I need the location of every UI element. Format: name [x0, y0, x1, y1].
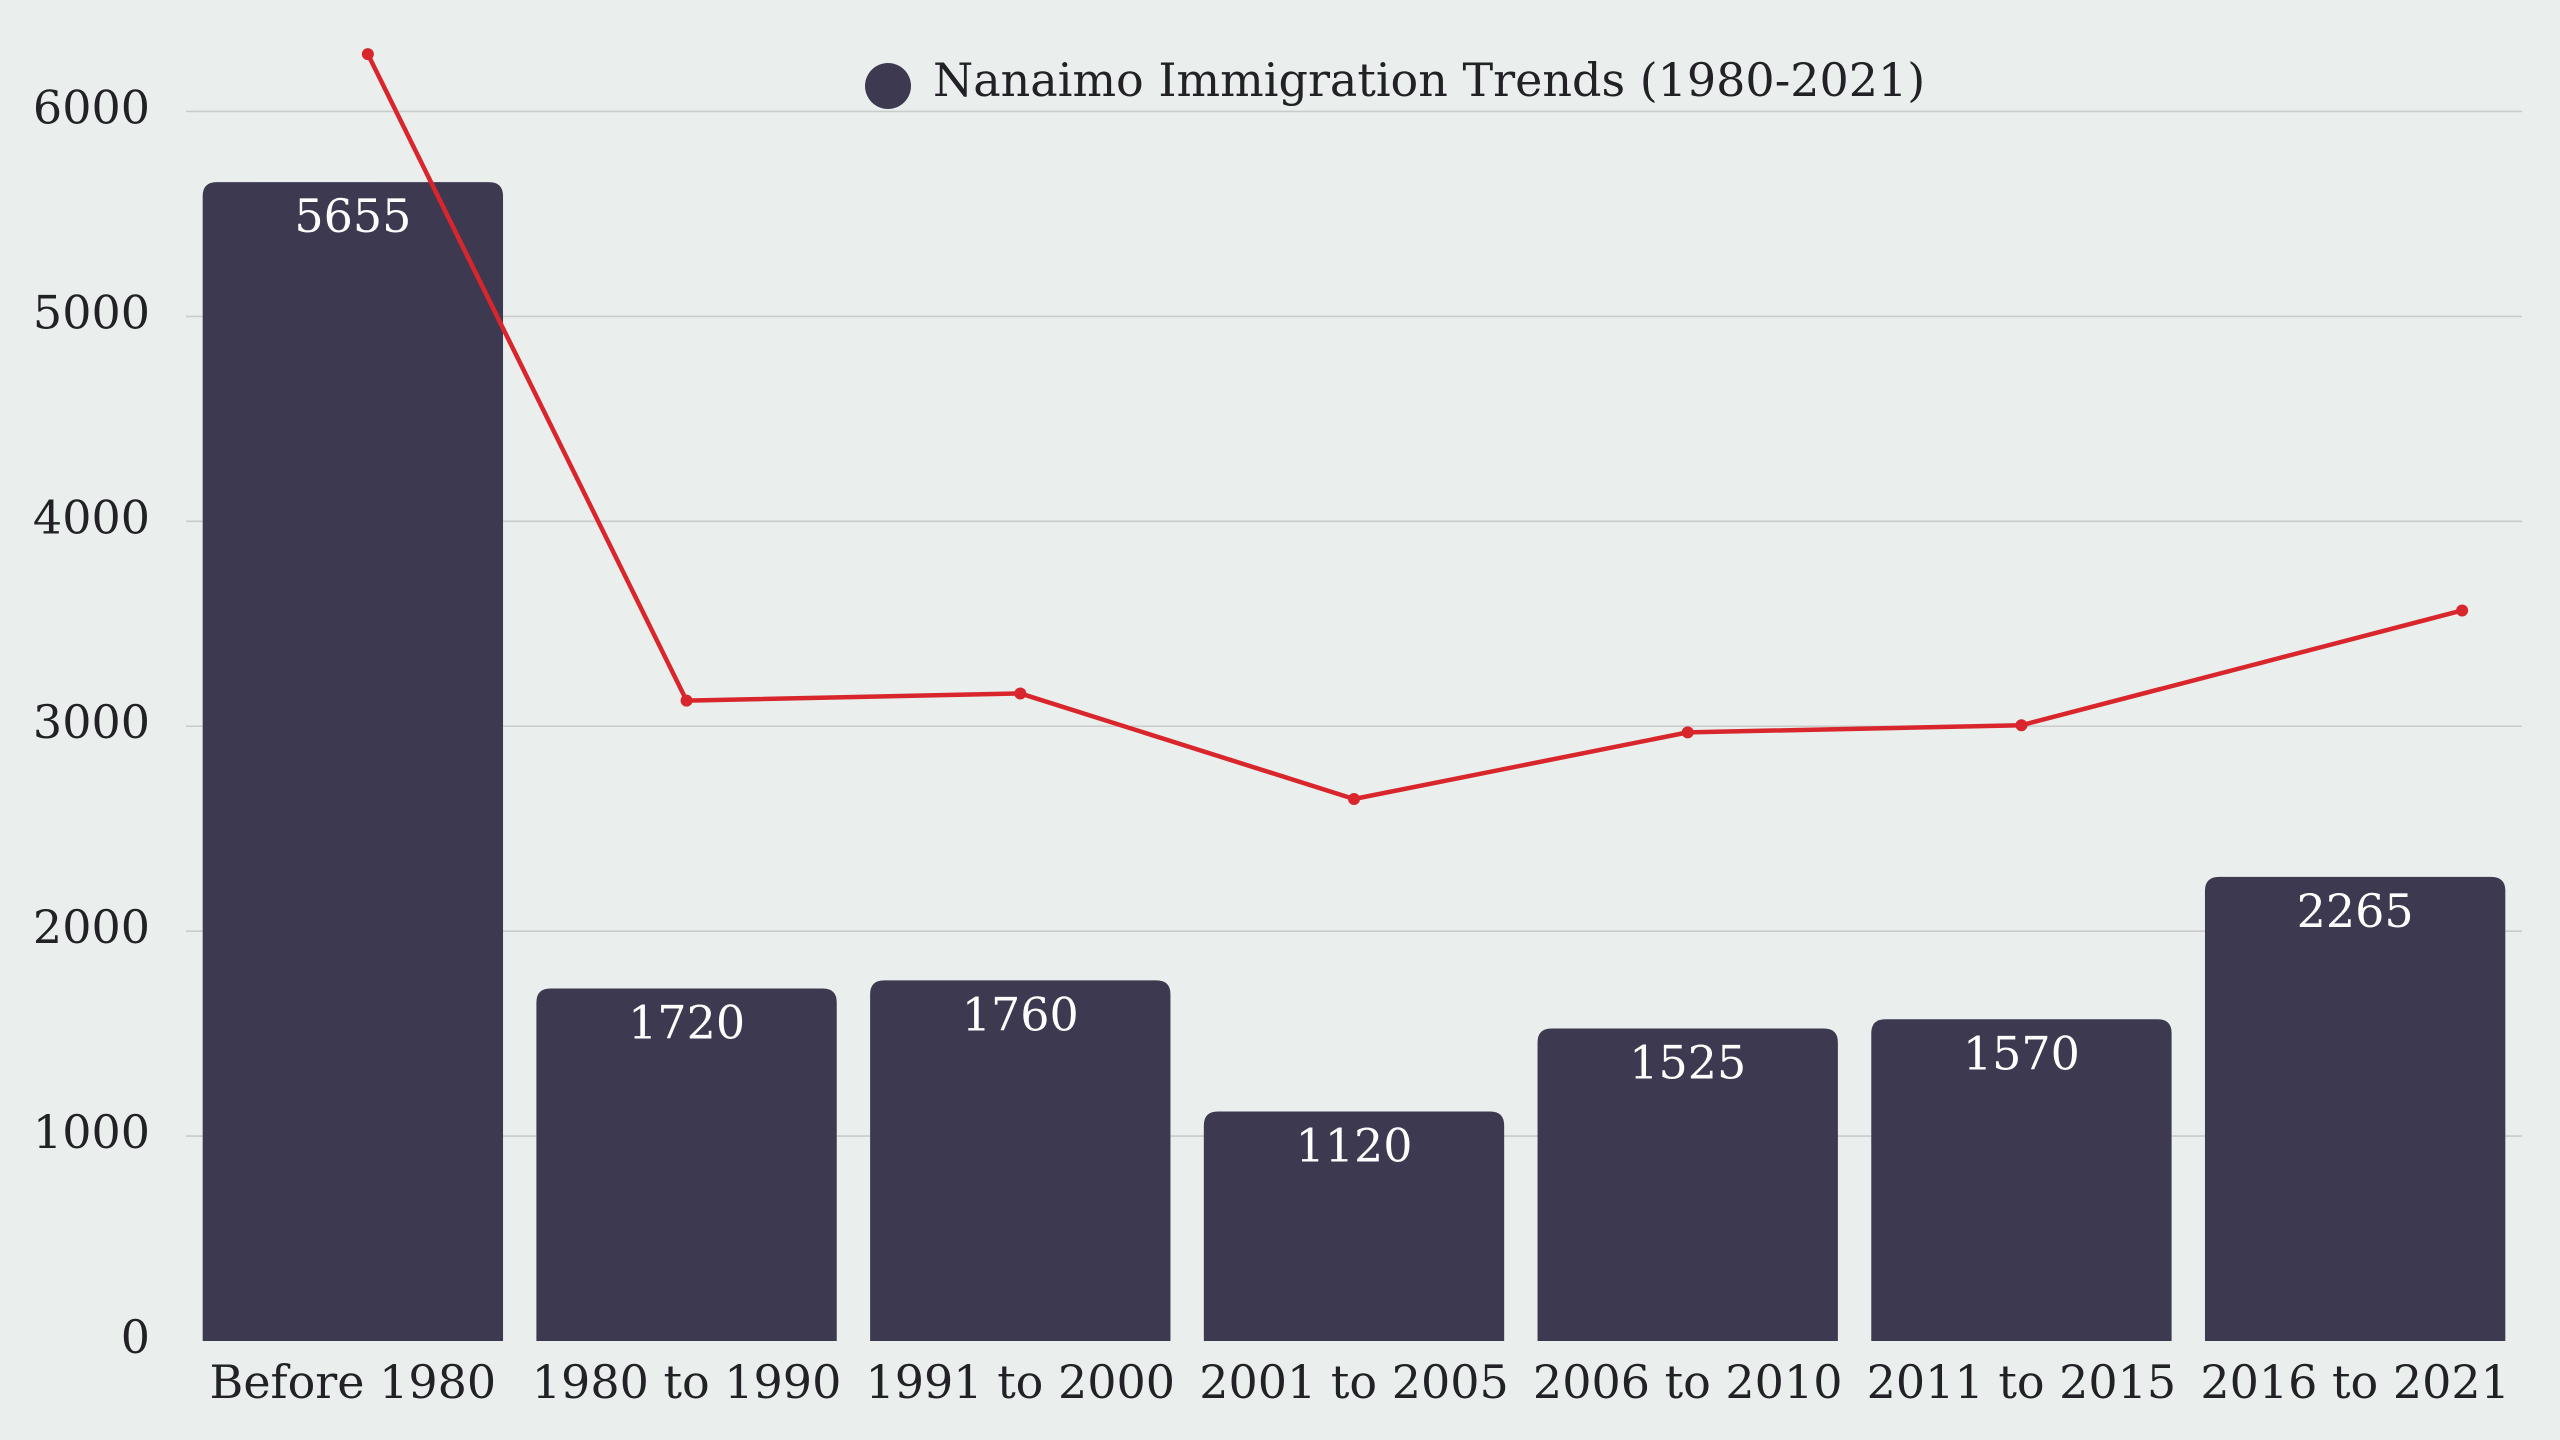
trend-point — [1014, 687, 1027, 700]
legend-label: Nanaimo Immigration Trends (1980-2021) — [933, 53, 1925, 107]
trend-point — [2456, 604, 2469, 617]
bar — [870, 980, 1171, 1341]
x-tick-label: 2001 to 2005 — [1199, 1355, 1509, 1409]
bar — [536, 988, 837, 1341]
x-tick-label: 2006 to 2010 — [1533, 1355, 1843, 1409]
trend-point — [1348, 792, 1360, 805]
bar-value-label: 1760 — [962, 987, 1079, 1041]
trend-point — [361, 48, 374, 61]
bar-value-label: 5655 — [294, 189, 411, 243]
y-tick-label: 6000 — [33, 80, 150, 134]
bar — [1871, 1019, 2172, 1341]
bar — [1537, 1028, 1838, 1341]
bar-value-label: 1720 — [628, 996, 745, 1050]
bar-value-label: 1525 — [1629, 1035, 1746, 1089]
bar-value-label: 1120 — [1295, 1118, 1412, 1172]
trend-line-series — [361, 48, 2469, 805]
trend-point — [1681, 726, 1694, 739]
bar — [202, 182, 504, 1341]
bar-value-label: 1570 — [1963, 1026, 2080, 1080]
trend-point — [680, 694, 693, 707]
y-tick-label: 0 — [121, 1310, 150, 1364]
x-tick-label: 2011 to 2015 — [1867, 1355, 2177, 1409]
legend-marker — [865, 63, 911, 109]
x-tick-label: Before 1980 — [210, 1355, 497, 1409]
x-tick-label: 2016 to 2021 — [2200, 1355, 2510, 1409]
bar — [1203, 1111, 1505, 1341]
grid-lines — [186, 110, 2522, 1137]
y-axis: 0 1000 2000 3000 4000 5000 6000 — [33, 80, 150, 1364]
x-axis: Before 1980 1980 to 1990 1991 to 2000 2001 … — [210, 1355, 2510, 1409]
y-tick-label: 5000 — [33, 285, 150, 339]
trend-line — [365, 53, 2463, 802]
bars — [202, 182, 2506, 1341]
x-tick-label: 1991 to 2000 — [866, 1355, 1176, 1409]
bar-value-label: 2265 — [2297, 884, 2414, 938]
bar — [2204, 876, 2506, 1341]
bar-labels: 5655 1720 1760 1120 1525 1570 2265 — [294, 189, 2413, 1172]
trend-point — [2015, 719, 2028, 732]
y-tick-label: 3000 — [33, 695, 150, 749]
y-tick-label: 1000 — [33, 1105, 150, 1159]
x-tick-label: 1980 to 1990 — [532, 1355, 842, 1409]
y-tick-label: 2000 — [33, 900, 150, 954]
legend: Nanaimo Immigration Trends (1980-2021) — [865, 53, 1925, 109]
y-tick-label: 4000 — [33, 490, 150, 544]
